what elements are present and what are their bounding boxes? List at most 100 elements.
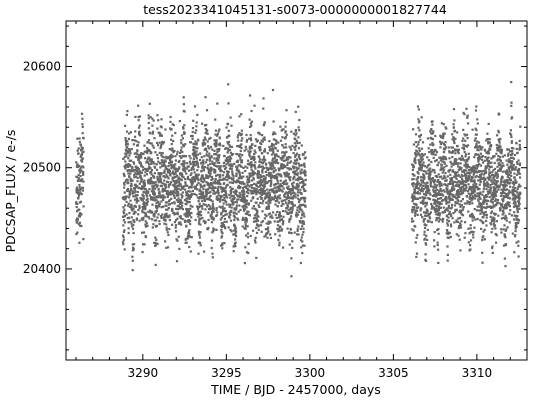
data-point xyxy=(284,179,287,182)
data-point xyxy=(446,224,449,227)
data-point xyxy=(429,211,432,214)
data-point xyxy=(261,171,264,174)
data-point xyxy=(452,123,455,126)
data-point xyxy=(164,215,167,218)
data-point xyxy=(414,212,417,215)
data-point xyxy=(206,175,210,178)
data-point xyxy=(168,169,172,173)
data-point xyxy=(141,185,144,188)
data-point xyxy=(249,172,252,175)
data-point xyxy=(416,105,420,108)
data-point xyxy=(293,142,296,145)
data-point xyxy=(495,234,498,237)
data-point xyxy=(428,220,431,223)
data-point xyxy=(288,161,292,164)
data-point xyxy=(448,157,451,160)
data-point xyxy=(452,149,455,153)
data-point xyxy=(237,210,240,213)
data-point xyxy=(463,171,466,174)
data-point xyxy=(207,172,210,175)
data-point xyxy=(182,143,185,146)
data-point xyxy=(276,198,279,201)
data-point xyxy=(213,192,216,195)
data-point xyxy=(497,138,500,141)
data-point xyxy=(77,196,80,199)
data-point xyxy=(129,220,132,223)
data-point xyxy=(132,207,135,210)
data-point xyxy=(494,188,497,192)
data-point xyxy=(246,183,249,186)
data-point xyxy=(215,153,218,156)
data-point xyxy=(149,178,152,181)
data-point xyxy=(221,195,224,198)
data-point xyxy=(138,130,141,133)
data-point xyxy=(228,145,232,148)
data-point xyxy=(489,205,492,208)
data-point xyxy=(506,226,509,229)
data-point xyxy=(218,154,221,157)
data-point xyxy=(441,141,444,144)
data-point xyxy=(203,136,206,139)
data-point xyxy=(162,218,166,221)
data-point xyxy=(299,176,302,180)
data-point xyxy=(457,180,460,183)
data-point xyxy=(486,157,489,160)
data-point xyxy=(125,140,128,143)
data-point xyxy=(247,210,250,213)
data-point xyxy=(486,132,489,135)
data-point xyxy=(451,133,454,136)
data-point xyxy=(229,155,232,158)
data-point xyxy=(211,184,214,187)
data-point xyxy=(152,196,155,199)
data-point xyxy=(514,200,517,204)
data-point xyxy=(146,168,149,171)
data-point xyxy=(144,235,148,239)
data-point xyxy=(419,168,422,171)
data-point xyxy=(296,194,300,197)
data-point xyxy=(153,162,156,165)
data-point xyxy=(473,139,476,142)
data-point xyxy=(271,188,275,191)
data-point xyxy=(193,180,196,183)
data-point xyxy=(502,228,505,231)
data-point xyxy=(418,154,421,157)
data-point xyxy=(123,155,127,158)
data-point xyxy=(290,215,293,218)
data-point xyxy=(250,168,253,171)
data-point xyxy=(243,195,246,198)
data-point xyxy=(254,190,257,193)
data-point xyxy=(519,191,522,194)
data-point xyxy=(138,158,141,161)
data-point xyxy=(167,177,170,180)
data-point xyxy=(411,200,414,203)
data-point xyxy=(446,245,449,248)
data-point xyxy=(291,182,294,185)
data-point xyxy=(494,174,497,177)
data-point xyxy=(290,210,294,213)
data-point xyxy=(217,149,220,152)
data-point xyxy=(253,182,256,185)
data-point xyxy=(454,201,458,204)
data-point xyxy=(149,142,152,145)
data-point xyxy=(200,180,203,183)
data-point xyxy=(458,238,461,241)
data-point xyxy=(417,108,420,111)
data-point xyxy=(489,162,492,165)
data-point xyxy=(259,181,262,184)
data-point xyxy=(224,210,227,213)
data-point xyxy=(129,172,132,175)
data-point xyxy=(176,213,179,216)
data-point xyxy=(150,142,153,145)
data-point xyxy=(184,143,187,146)
data-point xyxy=(149,132,152,135)
data-point xyxy=(492,186,495,189)
data-point xyxy=(160,206,163,209)
data-point xyxy=(223,193,226,197)
data-point xyxy=(159,175,162,178)
data-point xyxy=(233,197,236,200)
data-point xyxy=(229,151,232,154)
data-point xyxy=(514,203,517,206)
data-point xyxy=(123,183,126,186)
data-point xyxy=(497,188,500,191)
data-point xyxy=(490,210,493,213)
